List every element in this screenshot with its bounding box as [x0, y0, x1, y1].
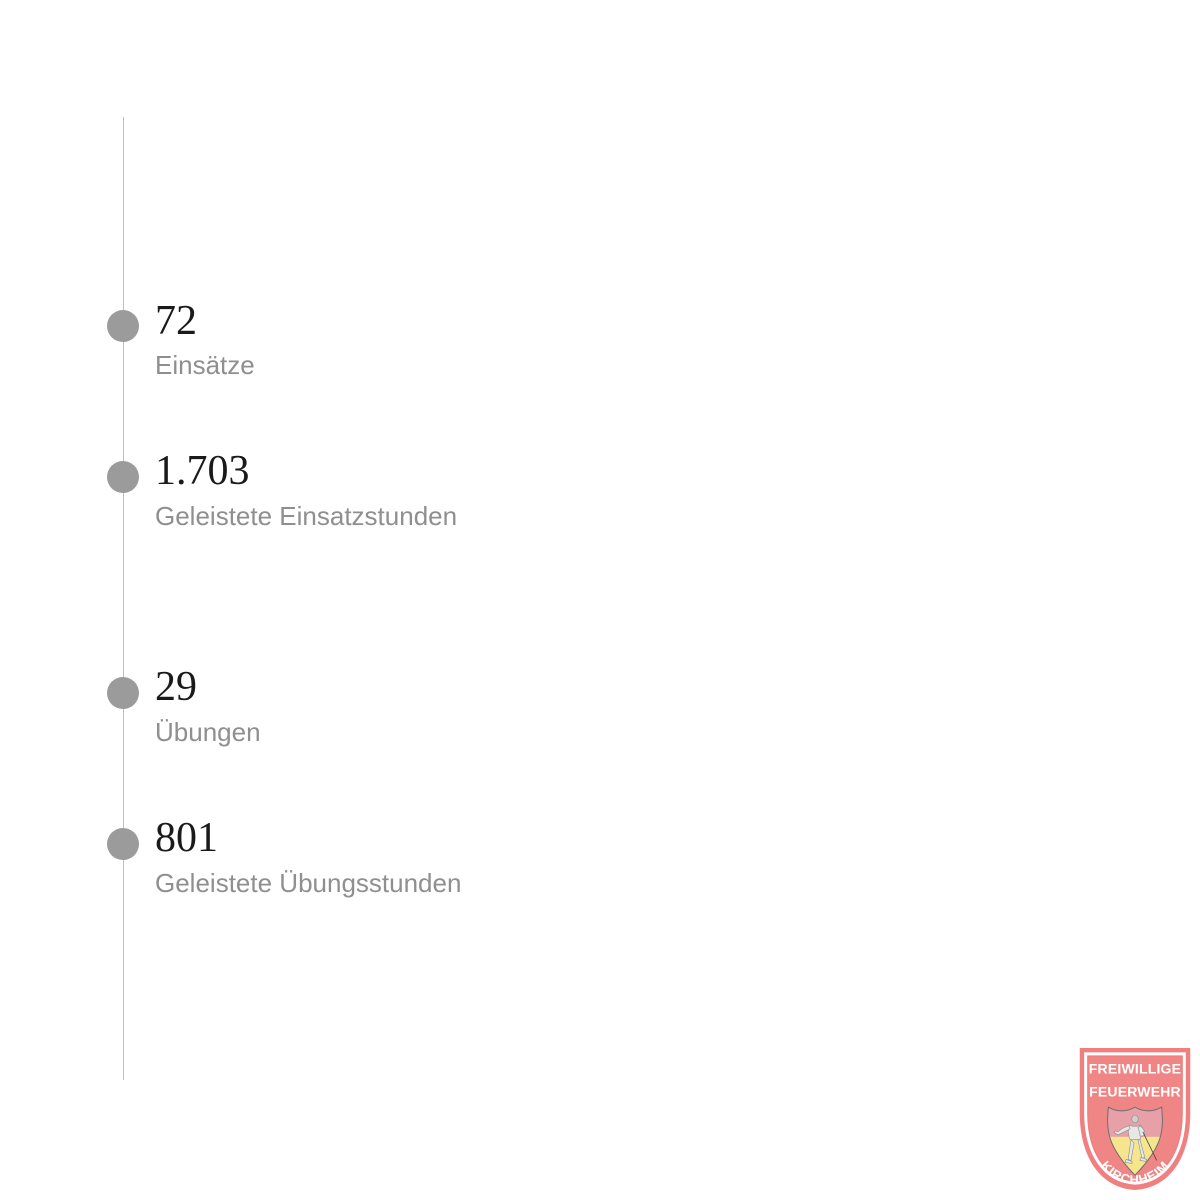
svg-text:FEUERWEHR: FEUERWEHR — [1089, 1083, 1181, 1099]
svg-text:FREIWILLIGE: FREIWILLIGE — [1089, 1061, 1181, 1077]
